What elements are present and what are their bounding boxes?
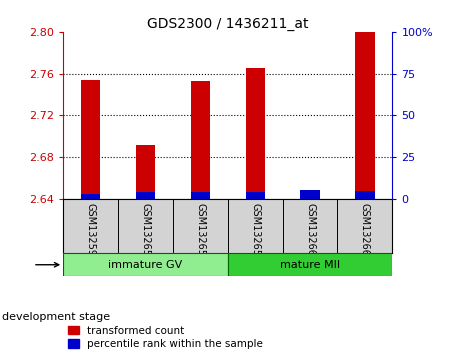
Bar (136, 193, 155, 199)
Bar (81, 194, 100, 199)
Bar (228, 253, 392, 276)
Text: mature MII: mature MII (280, 260, 340, 270)
Legend: transformed count, percentile rank within the sample: transformed count, percentile rank withi… (69, 326, 263, 349)
Bar (300, 190, 320, 199)
Bar (355, 192, 374, 199)
Bar (136, 144, 155, 199)
Text: GSM132592: GSM132592 (86, 203, 96, 262)
Bar (63, 253, 228, 276)
Bar (191, 81, 210, 199)
Text: development stage: development stage (2, 312, 110, 322)
Bar (246, 193, 265, 199)
Text: GSM132661: GSM132661 (360, 203, 370, 262)
Title: GDS2300 / 1436211_at: GDS2300 / 1436211_at (147, 17, 308, 31)
Text: immature GV: immature GV (108, 260, 183, 270)
Bar (246, 68, 265, 199)
Bar (300, 190, 320, 199)
Text: GSM132659: GSM132659 (250, 203, 260, 262)
Text: GSM132660: GSM132660 (305, 203, 315, 262)
Text: GSM132658: GSM132658 (195, 203, 205, 262)
Bar (81, 80, 100, 199)
Text: GSM132657: GSM132657 (140, 203, 151, 262)
Bar (191, 193, 210, 199)
Bar (355, 32, 374, 199)
